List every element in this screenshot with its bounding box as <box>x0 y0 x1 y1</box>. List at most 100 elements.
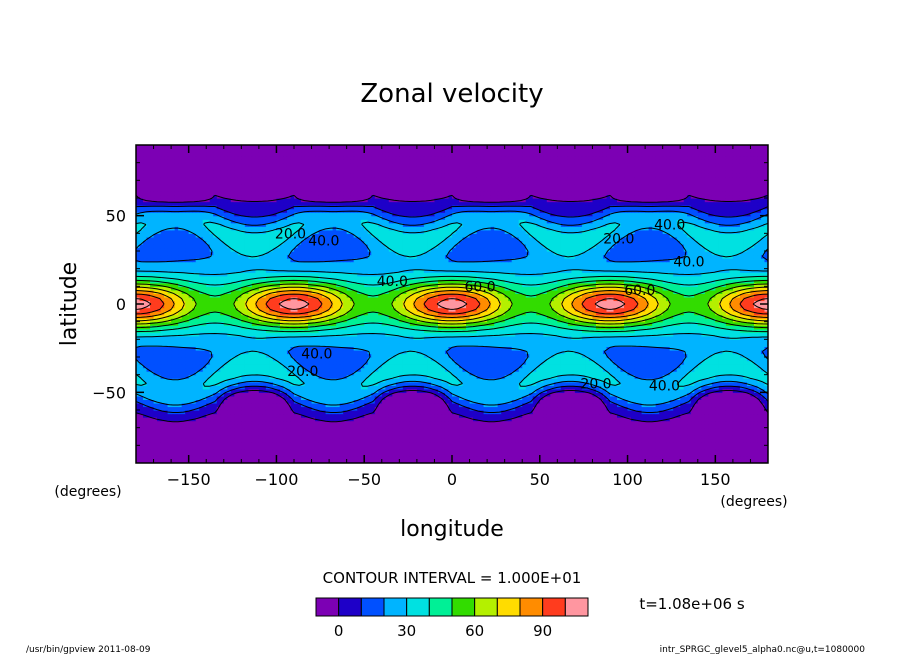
field-cell <box>181 381 186 386</box>
field-cell <box>223 364 228 369</box>
field-cell <box>595 417 601 422</box>
field-cell <box>157 445 162 450</box>
field-cell <box>181 417 186 422</box>
field-cell <box>402 420 407 425</box>
field-cell <box>578 402 583 408</box>
field-cell <box>409 438 414 443</box>
field-cell <box>673 452 678 457</box>
field-cell <box>346 385 351 390</box>
field-cell <box>255 424 260 429</box>
field-cell <box>518 381 523 386</box>
field-cell <box>592 455 597 461</box>
field-cell <box>146 417 151 422</box>
field-cell <box>174 374 179 379</box>
field-cell <box>185 364 190 369</box>
field-cell <box>736 367 741 372</box>
field-cell <box>192 374 197 379</box>
field-cell <box>511 452 516 457</box>
field-cell <box>216 459 221 463</box>
field-cell <box>515 402 520 408</box>
field-cell <box>595 406 601 411</box>
contour-fill-field <box>136 145 768 463</box>
field-cell <box>641 455 646 461</box>
field-cell <box>192 392 197 397</box>
field-cell <box>244 399 249 404</box>
field-cell <box>174 434 179 439</box>
field-cell <box>704 385 709 390</box>
field-cell <box>258 410 263 415</box>
field-cell <box>704 402 709 408</box>
field-cell <box>174 392 179 397</box>
field-cell <box>150 367 155 372</box>
field-cell <box>494 434 499 439</box>
field-cell <box>304 378 309 383</box>
field-cell <box>392 417 397 422</box>
field-cell <box>294 427 299 432</box>
field-cell <box>648 381 653 386</box>
field-cell <box>286 420 292 425</box>
field-cell <box>648 452 653 457</box>
field-cell <box>150 427 155 432</box>
field-cell <box>662 417 667 422</box>
field-cell <box>732 381 737 386</box>
field-cell <box>592 448 597 453</box>
field-cell <box>592 441 597 446</box>
field-cell <box>213 438 218 443</box>
field-cell <box>588 420 594 425</box>
field-cell <box>188 413 193 418</box>
field-cell <box>613 441 618 446</box>
field-cell <box>753 427 759 432</box>
field-cell <box>160 417 165 422</box>
field-cell <box>722 385 727 390</box>
field-cell <box>255 434 260 439</box>
field-cell <box>473 399 478 404</box>
field-cell <box>602 445 608 450</box>
field-cell <box>452 427 457 432</box>
field-cell <box>592 381 597 386</box>
field-cell <box>676 441 681 446</box>
field-cell <box>455 445 460 450</box>
field-cell <box>515 448 520 453</box>
field-cell <box>578 420 583 425</box>
field-cell <box>746 385 752 390</box>
field-cell <box>483 381 488 386</box>
field-cell <box>557 427 562 432</box>
field-cell <box>571 413 576 418</box>
field-cell <box>251 392 256 397</box>
field-cell <box>322 434 327 439</box>
field-cell <box>585 427 590 432</box>
field-cell <box>634 399 639 404</box>
field-cell <box>469 381 474 386</box>
field-cell <box>248 452 253 457</box>
field-cell <box>164 381 169 386</box>
field-cell <box>634 392 639 397</box>
field-cell <box>610 385 615 390</box>
field-cell <box>399 431 404 436</box>
field-cell <box>388 438 393 443</box>
field-cell <box>276 459 281 463</box>
field-cell <box>578 427 583 432</box>
field-cell <box>571 420 576 425</box>
field-cell <box>627 431 632 436</box>
field-cell <box>613 431 618 436</box>
field-cell <box>276 448 281 453</box>
field-cell <box>146 424 151 429</box>
field-cell <box>753 381 759 386</box>
field-cell <box>560 381 565 386</box>
field-cell <box>230 438 235 443</box>
field-cell <box>423 381 429 386</box>
field-cell <box>718 438 723 443</box>
field-cell <box>339 413 344 418</box>
field-cell <box>511 420 516 425</box>
field-cell <box>258 420 263 425</box>
field-cell <box>395 420 400 425</box>
field-cell <box>258 364 263 369</box>
field-cell <box>462 364 467 369</box>
field-cell <box>209 448 214 453</box>
field-cell <box>525 441 530 446</box>
field-cell <box>595 452 601 457</box>
field-cell <box>269 441 274 446</box>
field-cell <box>206 392 211 397</box>
field-cell <box>188 448 193 453</box>
field-cell <box>624 434 629 439</box>
